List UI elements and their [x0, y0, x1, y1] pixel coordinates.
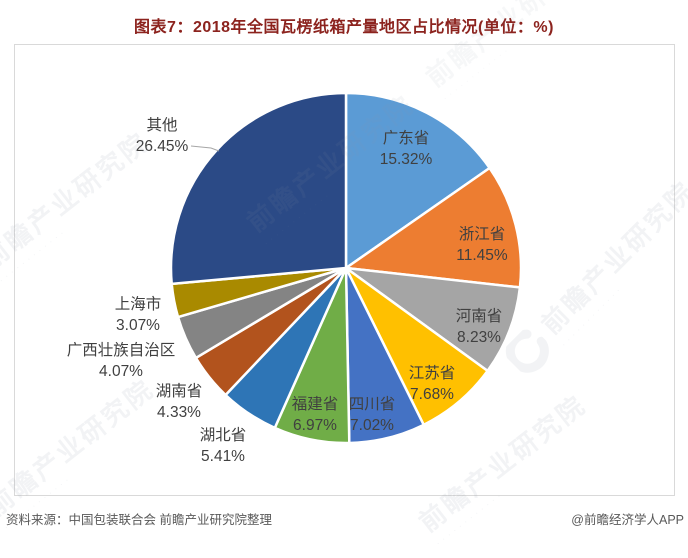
pie-slice-广东省 — [344, 91, 491, 270]
slice-name-广西壮族自治区: 广西壮族自治区 — [67, 341, 176, 359]
slice-value-江苏省: 7.68% — [410, 386, 454, 403]
slice-name-四川省: 四川省 — [349, 395, 396, 413]
slice-value-广东省: 15.32% — [380, 151, 433, 168]
chart-area: 广东省 15.32% 浙江省 11.45% 河南省 8.23% 江苏省 7.68% 四川省 7.0… — [14, 44, 675, 496]
pie-chart: 广东省 15.32% 浙江省 11.45% 河南省 8.23% 江苏省 7.68% 四川省 7.0… — [67, 91, 523, 465]
slice-value-福建省: 6.97% — [293, 417, 337, 434]
slice-name-河南省: 河南省 — [456, 307, 503, 325]
slice-value-河南省: 8.23% — [457, 329, 501, 346]
slice-value-湖北省: 5.41% — [201, 448, 245, 465]
credit-note: @前瞻经济学人APP — [571, 513, 684, 527]
slice-name-湖北省: 湖北省 — [200, 426, 247, 444]
slice-name-江苏省: 江苏省 — [409, 364, 456, 382]
slice-value-浙江省: 11.45% — [456, 247, 508, 264]
chart-title: 图表7：2018年全国瓦楞纸箱产量地区占比情况(单位：%) — [134, 19, 554, 36]
slice-value-湖南省: 4.33% — [157, 404, 201, 421]
slice-name-福建省: 福建省 — [292, 395, 339, 413]
slice-name-湖南省: 湖南省 — [156, 382, 203, 400]
source-note: 资料来源：中国包装联合会 前瞻产业研究院整理 — [6, 513, 272, 527]
label-leader-line — [190, 145, 220, 152]
slice-value-广西壮族自治区: 4.07% — [99, 363, 143, 380]
slice-value-上海市: 3.07% — [116, 317, 160, 334]
slice-name-广东省: 广东省 — [383, 129, 430, 147]
pie-slice-其他 — [169, 91, 348, 286]
slice-value-其他: 26.45% — [136, 138, 189, 155]
slice-name-其他: 其他 — [146, 116, 177, 134]
slice-name-上海市: 上海市 — [115, 295, 162, 313]
slice-name-浙江省: 浙江省 — [459, 225, 506, 243]
pie-slice-河南省 — [344, 266, 522, 373]
pie-slice-浙江省 — [344, 166, 523, 289]
slice-value-四川省: 7.02% — [350, 417, 394, 434]
